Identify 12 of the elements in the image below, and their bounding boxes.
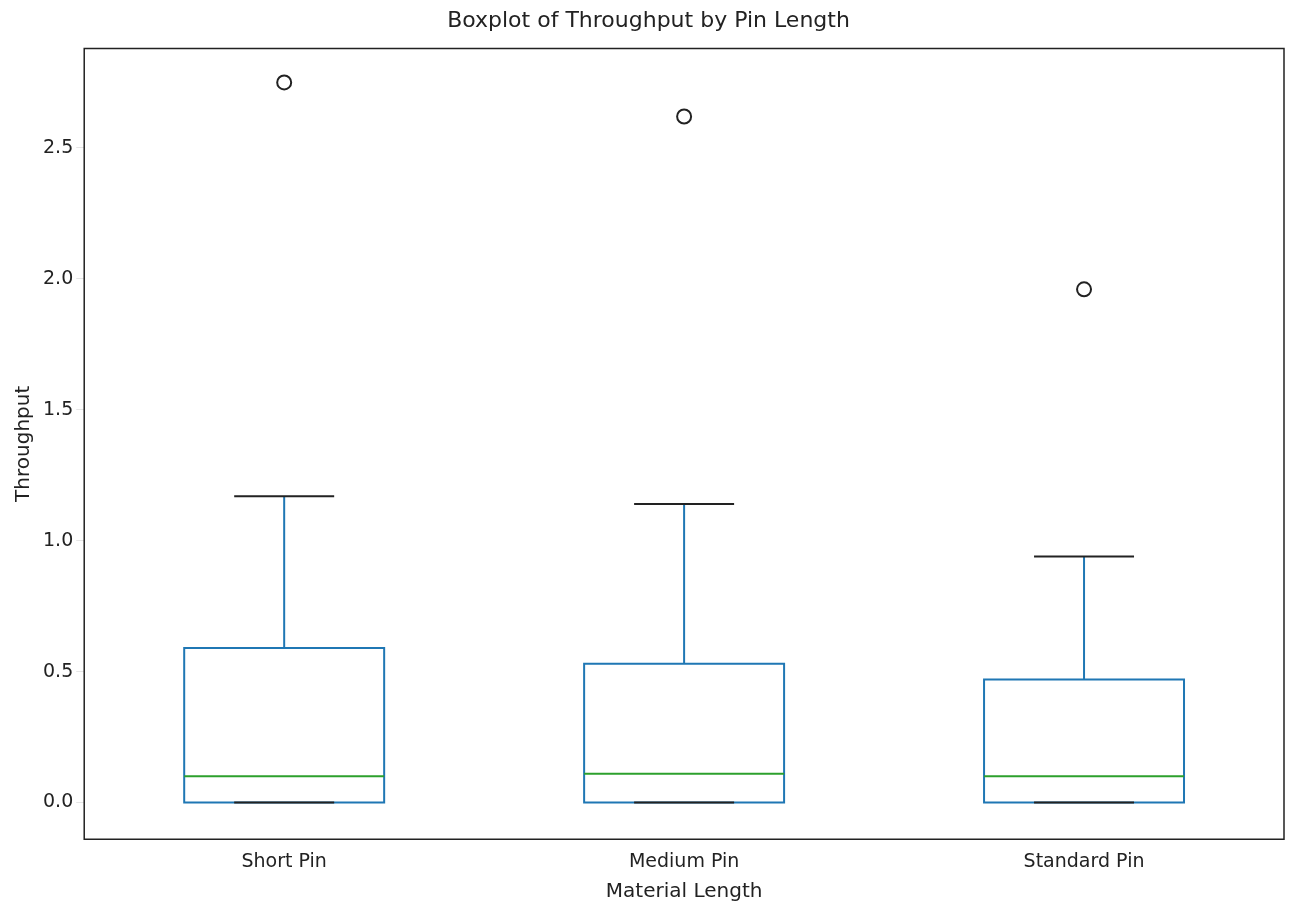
x-axis-title: Material Length <box>605 878 763 903</box>
y-tick-label: 1.0 <box>43 527 74 550</box>
y-tick-label: 1.5 <box>43 396 74 419</box>
x-tick-label: Standard Pin <box>1023 848 1145 871</box>
y-tick-label: 0.5 <box>43 658 74 681</box>
y-tick-label: 0.0 <box>43 789 74 812</box>
x-tick-label: Short Pin <box>241 848 327 871</box>
y-tick-label: 2.0 <box>43 265 74 288</box>
y-axis-title: Throughput <box>10 385 35 503</box>
chart-title: Boxplot of Throughput by Pin Length <box>447 6 850 32</box>
y-tick-label: 2.5 <box>43 134 74 157</box>
x-tick-label: Medium Pin <box>628 848 740 871</box>
